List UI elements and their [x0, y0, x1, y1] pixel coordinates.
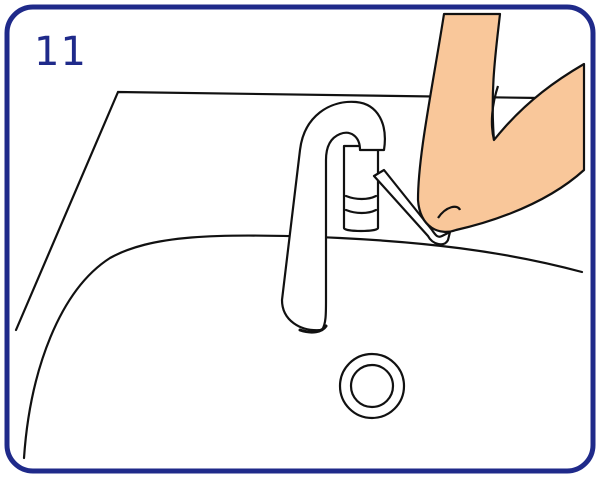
drain-icon	[338, 352, 406, 420]
basin-rim	[22, 234, 584, 460]
step-number: 11	[34, 29, 87, 75]
faucet-icon	[280, 100, 452, 334]
hand-icon	[416, 12, 586, 233]
